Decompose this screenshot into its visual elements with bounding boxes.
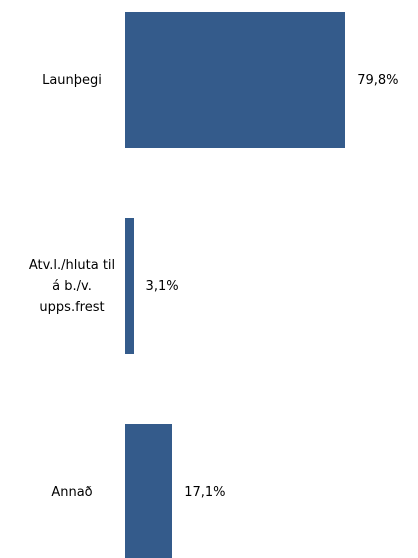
bar (125, 12, 346, 148)
bar (125, 218, 134, 354)
category-label: Atv.l./hluta til á b./v. upps.frest (28, 257, 116, 315)
bar (125, 424, 173, 558)
value-label: 3,1% (145, 278, 179, 294)
value-label: 17,1% (184, 484, 226, 500)
category-label: Annað (51, 484, 93, 500)
category-label: Launþegi (42, 72, 102, 88)
value-label: 79,8% (357, 72, 399, 88)
